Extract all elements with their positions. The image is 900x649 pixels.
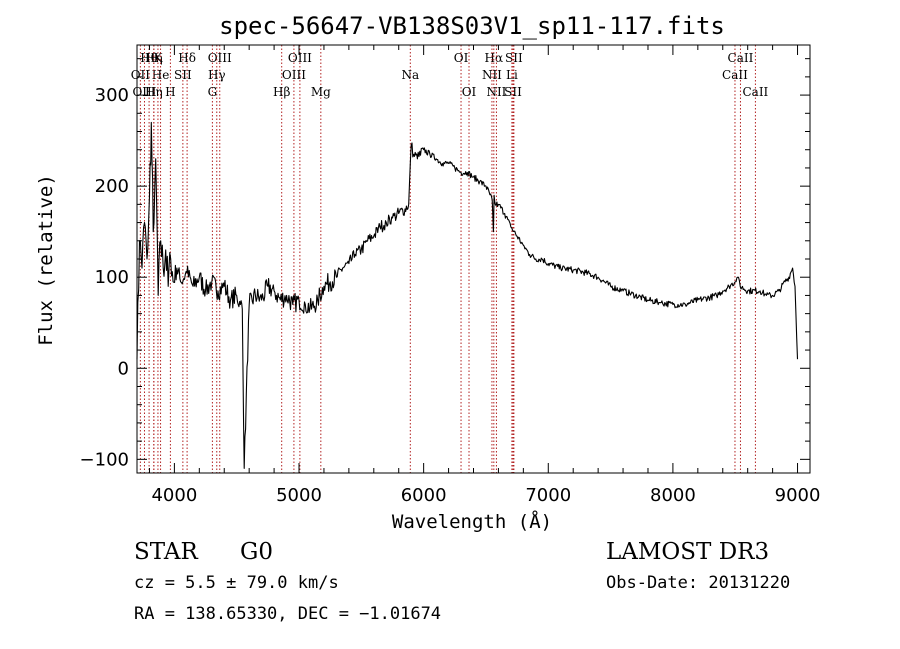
x-tick-label: 6000 (401, 485, 447, 506)
marker-label: Hθ (140, 51, 158, 65)
marker-label: CaII (742, 85, 768, 99)
marker-label: OIII (208, 51, 232, 65)
coordinates: RA = 138.65330, DEC = −1.01674 (134, 604, 442, 624)
marker-label: Hη (145, 51, 163, 65)
marker-label: Hγ (208, 68, 226, 82)
x-axis-label: Wavelength (Å) (392, 510, 552, 533)
x-tick-label: 4000 (151, 485, 197, 506)
marker-label: OI (462, 85, 477, 99)
marker-label: SII (174, 68, 192, 82)
marker-label: G (208, 85, 218, 99)
plot-frame (136, 44, 811, 474)
marker-label: Hη (145, 85, 163, 99)
object-type: STAR (134, 539, 198, 565)
x-tick-label: 7000 (525, 485, 571, 506)
survey-name: LAMOST DR3 (606, 539, 770, 565)
marker-label: OI (454, 51, 469, 65)
marker-label: CaII (722, 68, 748, 82)
marker-label: Hβ (273, 85, 290, 99)
marker-label: NII (486, 85, 506, 99)
object-subclass: G0 (240, 539, 274, 565)
y-tick-label: 0 (118, 358, 129, 379)
marker-label: Li (506, 68, 518, 82)
chart-title: spec-56647-VB138S03V1_sp11-117.fits (219, 12, 725, 40)
marker-label: OIII (288, 51, 312, 65)
y-axis-label: Flux (relative) (35, 174, 57, 346)
marker-label: OII (131, 68, 151, 82)
marker-label: Hα (485, 51, 504, 65)
redshift-value: cz = 5.5 ± 79.0 km/s (134, 573, 339, 593)
y-tick-label: 100 (95, 267, 129, 288)
y-tick-label: −100 (80, 449, 129, 470)
marker-label: OIII (282, 68, 306, 82)
marker-label: Mg (311, 85, 331, 99)
marker-label: CaII (728, 51, 754, 65)
x-tick-label: 9000 (775, 485, 821, 506)
marker-label: He (152, 68, 170, 82)
spectrum-series-line (136, 121, 799, 469)
x-tick-label: 8000 (650, 485, 696, 506)
x-axis: 4000 5000 6000 7000 8000 9000 (148, 45, 821, 506)
marker-label: Hδ (178, 51, 196, 65)
x-tick-label: 5000 (276, 485, 322, 506)
y-tick-label: 300 (95, 85, 129, 106)
y-tick-label: 200 (95, 176, 129, 197)
marker-label: NII (482, 68, 502, 82)
observation-date: Obs-Date: 20131220 (606, 573, 791, 593)
marker-label: K (153, 51, 163, 65)
marker-label: SII (504, 85, 522, 99)
marker-label: Na (401, 68, 419, 82)
marker-label: SII (505, 51, 523, 65)
y-axis: −100 0 100 200 300 (80, 58, 810, 470)
marker-label: H (165, 85, 175, 99)
